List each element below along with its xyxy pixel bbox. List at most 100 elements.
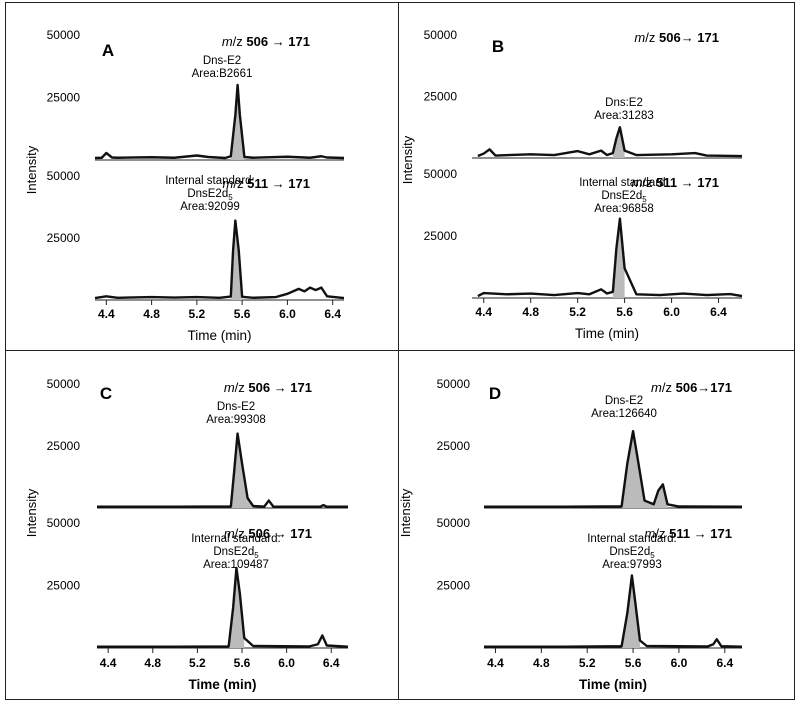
x-tick-label: 5.2 [189, 656, 206, 670]
peak-annotation: DnsE2d5 [187, 188, 233, 202]
y-tick-label: 25000 [424, 229, 458, 243]
x-axis-title: Time (min) [575, 326, 639, 341]
y-tick-label: 25000 [47, 579, 81, 593]
mz-values: 506 → 171 [243, 34, 310, 49]
chromatogram-line [477, 126, 743, 158]
peak-area [230, 220, 243, 300]
transition-label: m/z 506 → 171 [224, 380, 312, 395]
x-tick-label: 5.2 [189, 307, 206, 321]
figure-frame [5, 2, 795, 700]
y-tick-label: 50000 [424, 28, 458, 42]
x-tick-label: 4.8 [533, 656, 550, 670]
x-tick-label: 4.8 [144, 656, 161, 670]
x-tick-label: 6.4 [323, 656, 340, 670]
mz-slash: /z [662, 380, 672, 395]
y-tick-label: 25000 [424, 90, 458, 104]
x-tick-label: 5.2 [569, 305, 586, 319]
transition-label: m/z 506 → 171 [224, 526, 312, 541]
chromatogram-line [484, 429, 743, 508]
x-axis-title: Time (min) [188, 328, 252, 343]
x-tick-label: 4.4 [475, 305, 492, 319]
panel-label: D [489, 384, 501, 403]
x-tick-label: 5.6 [616, 305, 633, 319]
peak-annotation: Dns-E2 [203, 55, 241, 67]
y-tick-label: 25000 [47, 439, 81, 453]
peak-annotation: DnsE2d5 [601, 190, 647, 204]
mz-values: 506 → 171 [245, 526, 312, 541]
transition-label: m/z 511 → 171 [632, 175, 719, 190]
annotation-main: DnsE2d [609, 546, 650, 558]
peak-area [621, 431, 668, 508]
mz-values: 511 → 171 [653, 175, 720, 190]
peak-annotation: Area:97993 [602, 559, 661, 571]
panel-label: C [100, 384, 112, 403]
panel-divider-horizontal [5, 350, 795, 351]
x-tick-label: 4.4 [487, 656, 504, 670]
y-tick-label: 25000 [437, 579, 471, 593]
peak-annotation: Area:109487 [203, 559, 269, 571]
annotation-main: DnsE2d [213, 546, 254, 558]
peak-annotation: Internal standard: [587, 533, 677, 545]
x-tick-label: 6.4 [324, 307, 341, 321]
chromatogram-line [97, 432, 348, 508]
peak-annotation: Area:126640 [591, 408, 657, 420]
x-tick-label: 6.0 [279, 307, 296, 321]
mz-slash: /z [233, 34, 243, 49]
y-tick-label: 50000 [437, 516, 471, 530]
y-axis-title: Intensity [24, 145, 39, 194]
transition-label: m/z 511 → 171 [645, 526, 732, 541]
chromatogram-line [97, 566, 349, 648]
mz-italic: m [651, 380, 662, 395]
mz-slash: /z [233, 176, 243, 191]
x-tick-label: 6.4 [716, 656, 733, 670]
chromatogram-line [94, 83, 345, 160]
mz-italic: m [223, 176, 234, 191]
peak-annotation: Internal standard: [579, 177, 669, 189]
mz-slash: /z [642, 175, 652, 190]
x-tick-label: 4.4 [100, 656, 117, 670]
x-tick-label: 6.0 [663, 305, 680, 319]
transition-label: m/z 506→ 171 [634, 30, 719, 45]
y-axis-title: Intensity [398, 488, 413, 537]
annotation-main: DnsE2d [601, 190, 642, 202]
peak-area [228, 568, 245, 648]
mz-values: 506→171 [672, 380, 732, 395]
peak-annotation: Dns:E2 [605, 97, 643, 109]
mz-italic: m [224, 526, 235, 541]
y-tick-label: 50000 [47, 516, 81, 530]
x-tick-label: 5.6 [234, 656, 251, 670]
mz-slash: /z [235, 526, 245, 541]
mz-slash: /z [645, 30, 655, 45]
mz-italic: m [645, 526, 656, 541]
y-tick-label: 50000 [424, 167, 458, 181]
x-tick-label: 6.0 [278, 656, 295, 670]
peak-annotation: Dns-E2 [605, 395, 643, 407]
annotation-subscript: 5 [228, 193, 233, 202]
y-tick-label: 25000 [47, 231, 81, 245]
annotation-subscript: 5 [254, 551, 259, 560]
x-tick-label: 5.6 [234, 307, 251, 321]
annotation-subscript: 5 [650, 551, 655, 560]
x-tick-label: 6.4 [710, 305, 727, 319]
transition-label: m/z 506 → 171 [222, 34, 310, 49]
peak-area [612, 127, 625, 158]
peak-annotation: Area:96858 [594, 203, 653, 215]
peak-annotation: Area:B2661 [192, 68, 253, 80]
mz-slash: /z [655, 526, 665, 541]
mz-italic: m [632, 175, 643, 190]
y-axis-title: Intensity [400, 135, 415, 184]
transition-label: m/z 511 → 171 [223, 176, 310, 191]
x-axis-title: Time (min) [579, 677, 647, 692]
x-axis-title: Time (min) [188, 677, 256, 692]
chromatogram-line [94, 219, 345, 300]
x-tick-label: 4.8 [143, 307, 160, 321]
